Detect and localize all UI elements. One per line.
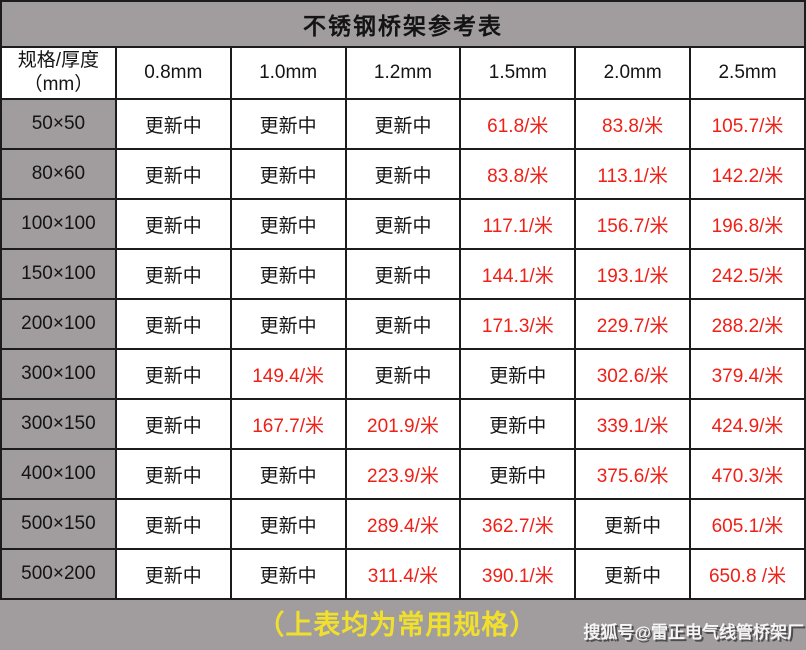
cell-price: 117.1/米: [459, 198, 577, 250]
cell-updating: 更新中: [229, 448, 347, 500]
row-spec: 500×200: [0, 548, 117, 600]
column-header: 2.0mm: [574, 46, 692, 100]
column-header: 0.8mm: [114, 46, 232, 100]
price-table: 不锈钢桥架参考表 规格/厚度 （mm） 0.8mm 1.0mm 1.2mm 1.5mm…: [0, 0, 806, 600]
column-header: 2.5mm: [689, 46, 806, 100]
table-row: 200×100 更新中 更新中 更新中 171.3/米 229.7/米 288.2/米: [0, 298, 806, 350]
cell-price: 470.3/米: [689, 448, 806, 500]
cell-updating: 更新中: [344, 148, 462, 200]
cell-updating: 更新中: [229, 98, 347, 150]
cell-updating: 更新中: [229, 198, 347, 250]
table-row: 80×60 更新中 更新中 更新中 83.8/米 113.1/米 142.2/米: [0, 148, 806, 200]
cell-price: 83.8/米: [574, 98, 692, 150]
table-row: 150×100 更新中 更新中 更新中 144.1/米 193.1/米 242.5/米: [0, 248, 806, 300]
cell-updating: 更新中: [344, 248, 462, 300]
column-header: 1.5mm: [459, 46, 577, 100]
cell-price: 144.1/米: [459, 248, 577, 300]
sohu-watermark: 搜狐号@雷正电气线管桥架厂: [583, 623, 804, 642]
cell-price: 289.4/米: [344, 498, 462, 550]
cell-updating: 更新中: [114, 498, 232, 550]
cell-price: 105.7/米: [689, 98, 806, 150]
table-row: 500×150 更新中 更新中 289.4/米 362.7/米 更新中 605.1/米: [0, 498, 806, 550]
cell-updating: 更新中: [114, 298, 232, 350]
cell-updating: 更新中: [229, 498, 347, 550]
table-row: 300×100 更新中 149.4/米 更新中 更新中 302.6/米 379.4/米: [0, 348, 806, 400]
cell-updating: 更新中: [459, 398, 577, 450]
cell-price: 149.4/米: [229, 348, 347, 400]
cell-updating: 更新中: [574, 498, 692, 550]
cell-price: 390.1/米: [459, 548, 577, 600]
row-spec: 500×150: [0, 498, 117, 550]
cell-price: 424.9/米: [689, 398, 806, 450]
cell-price: 113.1/米: [574, 148, 692, 200]
table-row: 50×50 更新中 更新中 更新中 61.8/米 83.8/米 105.7/米: [0, 98, 806, 150]
cell-price: 288.2/米: [689, 298, 806, 350]
cell-updating: 更新中: [344, 348, 462, 400]
column-header: 1.2mm: [344, 46, 462, 100]
cell-price: 201.9/米: [344, 398, 462, 450]
cell-updating: 更新中: [459, 448, 577, 500]
table-row: 100×100 更新中 更新中 更新中 117.1/米 156.7/米 196.8/米: [0, 198, 806, 250]
header-row: 规格/厚度 （mm） 0.8mm 1.0mm 1.2mm 1.5mm 2.0mm 2.5m…: [0, 46, 806, 100]
cell-price: 379.4/米: [689, 348, 806, 400]
cell-price: 605.1/米: [689, 498, 806, 550]
cell-updating: 更新中: [114, 348, 232, 400]
footer-bar: （上表均为常用规格） 搜狐号@雷正电气线管桥架厂: [0, 600, 806, 650]
cell-updating: 更新中: [229, 248, 347, 300]
title-row: 不锈钢桥架参考表: [0, 0, 806, 48]
table-row: 500×200 更新中 更新中 311.4/米 390.1/米 更新中 650.8 /米: [0, 548, 806, 600]
cell-price: 339.1/米: [574, 398, 692, 450]
column-header: 1.0mm: [229, 46, 347, 100]
cell-updating: 更新中: [114, 398, 232, 450]
cell-updating: 更新中: [114, 98, 232, 150]
cell-price: 223.9/米: [344, 448, 462, 500]
cell-price: 167.7/米: [229, 398, 347, 450]
corner-header-line1: 规格/厚度: [17, 50, 100, 72]
row-spec: 400×100: [0, 448, 117, 500]
cell-updating: 更新中: [114, 148, 232, 200]
row-spec: 150×100: [0, 248, 117, 300]
cell-updating: 更新中: [229, 148, 347, 200]
cell-updating: 更新中: [229, 548, 347, 600]
cell-price: 156.7/米: [574, 198, 692, 250]
row-spec: 200×100: [0, 298, 117, 350]
cell-updating: 更新中: [574, 548, 692, 600]
cell-updating: 更新中: [344, 98, 462, 150]
cell-price: 196.8/米: [689, 198, 806, 250]
cell-price: 650.8 /米: [689, 548, 806, 600]
cell-price: 362.7/米: [459, 498, 577, 550]
cell-updating: 更新中: [114, 248, 232, 300]
cell-updating: 更新中: [114, 198, 232, 250]
row-spec: 300×100: [0, 348, 117, 400]
cell-updating: 更新中: [114, 548, 232, 600]
cell-price: 375.6/米: [574, 448, 692, 500]
cell-price: 83.8/米: [459, 148, 577, 200]
row-spec: 80×60: [0, 148, 117, 200]
cell-updating: 更新中: [229, 298, 347, 350]
cell-price: 311.4/米: [344, 548, 462, 600]
row-spec: 100×100: [0, 198, 117, 250]
corner-header: 规格/厚度 （mm）: [0, 46, 117, 100]
cell-price: 142.2/米: [689, 148, 806, 200]
row-spec: 300×150: [0, 398, 117, 450]
cell-updating: 更新中: [459, 348, 577, 400]
table-title: 不锈钢桥架参考表: [0, 0, 806, 48]
table-row: 400×100 更新中 更新中 223.9/米 更新中 375.6/米 470.3/米: [0, 448, 806, 500]
cell-updating: 更新中: [344, 198, 462, 250]
cell-price: 61.8/米: [459, 98, 577, 150]
cell-price: 171.3/米: [459, 298, 577, 350]
row-spec: 50×50: [0, 98, 117, 150]
corner-header-line2: （mm）: [23, 74, 94, 95]
table-row: 300×150 更新中 167.7/米 201.9/米 更新中 339.1/米 424.9/…: [0, 398, 806, 450]
cell-price: 229.7/米: [574, 298, 692, 350]
cell-updating: 更新中: [344, 298, 462, 350]
cell-updating: 更新中: [114, 448, 232, 500]
cell-price: 302.6/米: [574, 348, 692, 400]
footer-note: （上表均为常用规格）: [257, 610, 538, 640]
cell-price: 242.5/米: [689, 248, 806, 300]
cell-price: 193.1/米: [574, 248, 692, 300]
